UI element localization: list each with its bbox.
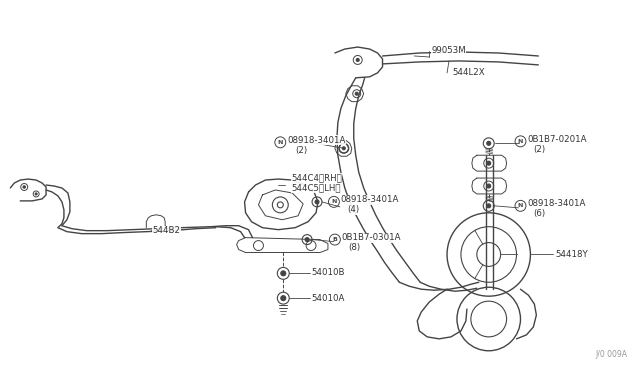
- Circle shape: [487, 184, 491, 188]
- Text: J/0 009A: J/0 009A: [596, 350, 628, 359]
- Circle shape: [342, 147, 346, 150]
- Text: 08918-3401A: 08918-3401A: [527, 199, 586, 208]
- Text: 54418Y: 54418Y: [556, 250, 588, 259]
- Text: 0B1B7-0301A: 0B1B7-0301A: [342, 233, 401, 242]
- Circle shape: [281, 296, 285, 301]
- Text: N: N: [278, 140, 283, 145]
- Text: 0B1B7-0201A: 0B1B7-0201A: [527, 135, 587, 144]
- Text: B: B: [332, 237, 337, 242]
- Circle shape: [487, 161, 491, 165]
- Text: 544C5〈LH〉: 544C5〈LH〉: [291, 183, 340, 192]
- Text: (2): (2): [295, 146, 307, 155]
- Text: 544C4〈RH〉: 544C4〈RH〉: [291, 174, 342, 183]
- Text: N: N: [332, 199, 337, 204]
- Circle shape: [315, 200, 319, 204]
- Text: 08918-3401A: 08918-3401A: [341, 195, 399, 204]
- Circle shape: [35, 193, 37, 195]
- Circle shape: [281, 271, 285, 276]
- Text: 54010B: 54010B: [311, 268, 344, 277]
- Circle shape: [23, 186, 26, 188]
- Text: 08918-3401A: 08918-3401A: [287, 136, 346, 145]
- Text: N: N: [518, 203, 523, 208]
- Circle shape: [305, 238, 309, 241]
- Circle shape: [487, 141, 491, 145]
- Circle shape: [356, 58, 359, 61]
- Circle shape: [355, 92, 358, 95]
- Text: (4): (4): [347, 205, 359, 214]
- Text: N: N: [518, 139, 523, 144]
- Text: (8): (8): [348, 243, 360, 252]
- Text: 99053M: 99053M: [431, 45, 466, 55]
- Text: 544L2X: 544L2X: [452, 68, 484, 77]
- Text: (2): (2): [533, 145, 545, 154]
- Text: 54010A: 54010A: [311, 294, 344, 303]
- Text: (6): (6): [533, 209, 545, 218]
- Text: 544B2: 544B2: [152, 226, 180, 235]
- Circle shape: [487, 204, 491, 208]
